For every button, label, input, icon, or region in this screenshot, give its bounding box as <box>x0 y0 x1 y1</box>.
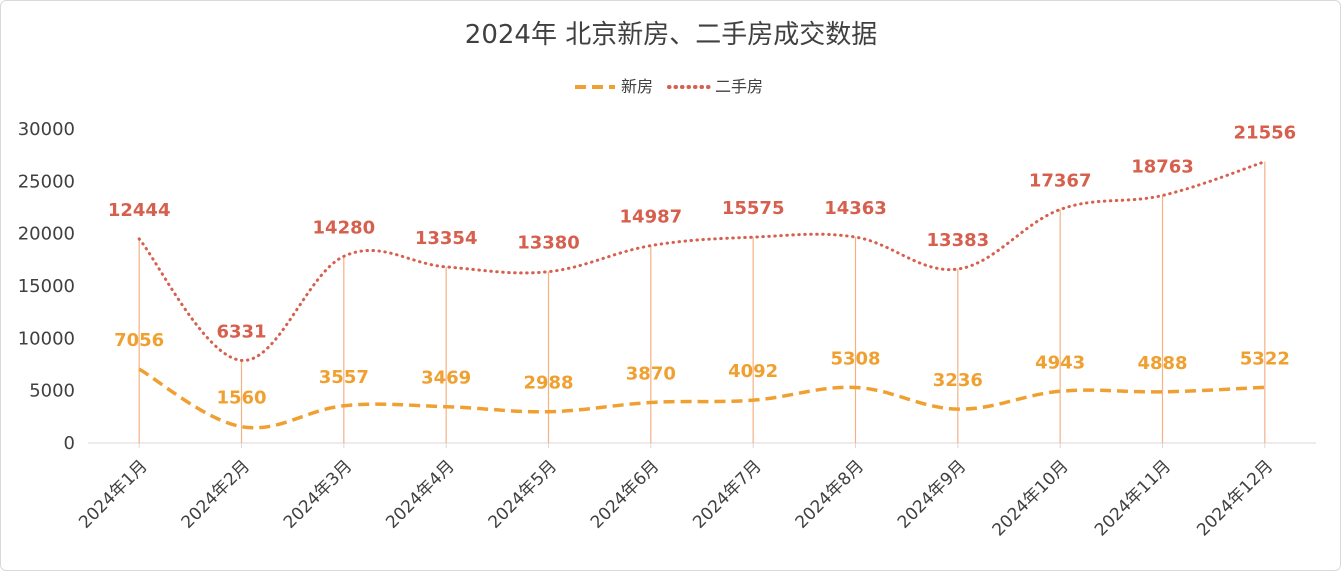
data-label-new-home: 4943 <box>1035 352 1085 373</box>
data-label-new-home: 2988 <box>523 373 573 394</box>
x-tick-label: 2024年12月 <box>1193 456 1277 540</box>
x-tick-label: 2024年5月 <box>485 456 561 532</box>
data-label-second-hand: 14363 <box>824 198 887 219</box>
data-label-new-home: 4092 <box>728 361 778 382</box>
series-lines <box>137 160 1267 430</box>
drop-lines <box>138 161 1266 443</box>
data-label-new-home: 3557 <box>319 367 369 388</box>
data-label-second-hand: 18763 <box>1131 156 1194 177</box>
chart-legend: 新房 二手房 <box>575 77 763 96</box>
data-label-new-home: 1560 <box>216 388 266 409</box>
x-tick-label: 2024年4月 <box>382 456 458 532</box>
x-tick-label: 2024年11月 <box>1091 456 1175 540</box>
y-tick-label: 0 <box>64 433 75 454</box>
data-label-second-hand: 14280 <box>313 217 376 238</box>
x-tick-label: 2024年10月 <box>989 456 1073 540</box>
data-label-new-home: 7056 <box>114 330 164 351</box>
data-label-new-home: 3469 <box>421 368 471 389</box>
x-tick-label: 2024年9月 <box>894 456 970 532</box>
data-label-new-home: 4888 <box>1137 353 1187 374</box>
data-label-second-hand: 12444 <box>108 200 171 221</box>
x-tick-label: 2024年8月 <box>792 456 868 532</box>
y-tick-label: 15000 <box>18 276 75 297</box>
y-tick-label: 30000 <box>18 119 75 140</box>
chart-axes: 0 5000 10000 15000 20000 25000 30000 2024年1月 202… <box>18 119 1316 540</box>
series-line-second-hand <box>137 160 1267 362</box>
y-tick-label: 5000 <box>29 381 75 402</box>
x-tick-label: 2024年3月 <box>280 456 356 532</box>
data-label-second-hand: 13354 <box>415 228 478 249</box>
y-tick-label: 25000 <box>18 171 75 192</box>
data-label-second-hand: 13380 <box>517 233 580 254</box>
data-label-new-home: 3236 <box>933 370 983 391</box>
x-tick-label: 2024年7月 <box>689 456 765 532</box>
x-tick-label: 2024年2月 <box>178 456 254 532</box>
data-label-second-hand: 13383 <box>927 230 990 251</box>
data-labels: 7056 1560 3557 3469 2988 3870 4092 5308 3236 4943… <box>108 123 1296 409</box>
data-label-second-hand: 6331 <box>216 321 266 342</box>
y-tick-label: 10000 <box>18 328 75 349</box>
data-label-new-home: 3870 <box>626 363 676 384</box>
data-label-second-hand: 14987 <box>620 207 683 228</box>
chart-title: 2024年 北京新房、二手房成交数据 <box>465 20 877 50</box>
legend-label-second-hand: 二手房 <box>715 77 763 96</box>
data-label-second-hand: 21556 <box>1234 123 1297 144</box>
data-label-second-hand: 15575 <box>722 198 785 219</box>
x-tick-label: 2024年1月 <box>75 456 151 532</box>
data-label-new-home: 5308 <box>830 348 880 369</box>
x-tick-label: 2024年6月 <box>587 456 663 532</box>
series-line-new-home <box>138 367 1265 430</box>
y-tick-label: 20000 <box>18 224 75 245</box>
legend-label-new-home: 新房 <box>621 77 653 96</box>
data-label-new-home: 5322 <box>1240 348 1290 369</box>
data-label-second-hand: 17367 <box>1029 170 1092 191</box>
